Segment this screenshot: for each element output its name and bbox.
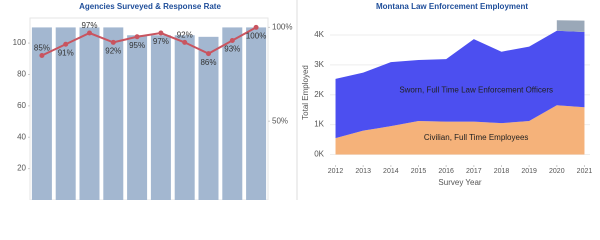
point (206, 51, 211, 57)
x-axis-title: Survey Year (438, 178, 481, 187)
legend-label: Civilian, Full Time Employees (424, 133, 528, 142)
bar (150, 35, 171, 200)
point (182, 39, 188, 45)
dashboard: Agencies Surveyed & Response Rate Montan… (13, 0, 593, 200)
point (229, 38, 235, 44)
bar (246, 27, 267, 200)
data-label: 97% (81, 21, 97, 30)
point (158, 30, 164, 36)
y-tick-label: 60 (17, 101, 26, 110)
y-tick-label: 20 (17, 164, 26, 173)
x-tick-label: 2016 (438, 168, 454, 175)
y-tick-label: 40 (17, 132, 26, 141)
y2-tick-label: 100% (272, 22, 292, 31)
point (110, 39, 116, 45)
legend-label: Sworn, Full Time Law Enforcement Officer… (399, 86, 553, 95)
data-label: 91% (58, 48, 74, 57)
y-tick-label: 1K (314, 120, 324, 129)
y-tick-label: 3K (314, 60, 324, 69)
data-label: 92% (177, 31, 193, 40)
chart-title: Montana Law Enforcement Employment (376, 2, 528, 11)
line (41, 26, 257, 57)
y2-tick-label: 50% (272, 116, 288, 125)
bar (127, 35, 148, 200)
bar (31, 27, 52, 200)
bar (103, 27, 124, 200)
y-tick-label: 2K (314, 90, 324, 99)
plot-frame (29, 17, 269, 200)
area (335, 30, 585, 139)
x-tick-label: 2014 (383, 168, 399, 175)
x-tick-label: 2015 (411, 168, 427, 175)
data-label: 100% (246, 31, 266, 40)
x-tick-label: 2019 (521, 168, 537, 175)
area (335, 105, 585, 155)
data-label: 85% (34, 44, 50, 53)
y-tick-label: 80 (17, 70, 26, 79)
y-tick-label: 4K (314, 30, 324, 39)
y-tick-label: 100 (13, 38, 27, 47)
bar (79, 27, 100, 200)
x-tick-label: 2012 (328, 168, 344, 175)
x-tick-label: 2021 (577, 168, 593, 175)
bar (174, 35, 195, 200)
bar (55, 27, 76, 200)
bar (198, 36, 219, 200)
point (253, 24, 259, 30)
point (39, 53, 45, 59)
y-axis-title: Total Employed (301, 65, 310, 120)
y-tick-label: 0K (314, 150, 324, 159)
data-label: 95% (129, 41, 145, 50)
page: {"chart_data": [ {"type": "bar", "title"… (12, 0, 593, 200)
x-tick-label: 2018 (494, 168, 510, 175)
data-label: 93% (224, 45, 240, 54)
x-tick-label: 2013 (355, 168, 371, 175)
bar (222, 27, 243, 200)
point (63, 41, 69, 47)
point (87, 30, 92, 36)
data-label: 92% (105, 47, 121, 56)
data-label: 97% (153, 37, 169, 46)
x-tick-label: 2020 (549, 168, 565, 175)
point (134, 34, 140, 40)
x-tick-label: 2017 (466, 168, 482, 175)
chart-title: Agencies Surveyed & Response Rate (79, 2, 221, 11)
area (556, 20, 585, 32)
data-label: 86% (200, 58, 216, 67)
